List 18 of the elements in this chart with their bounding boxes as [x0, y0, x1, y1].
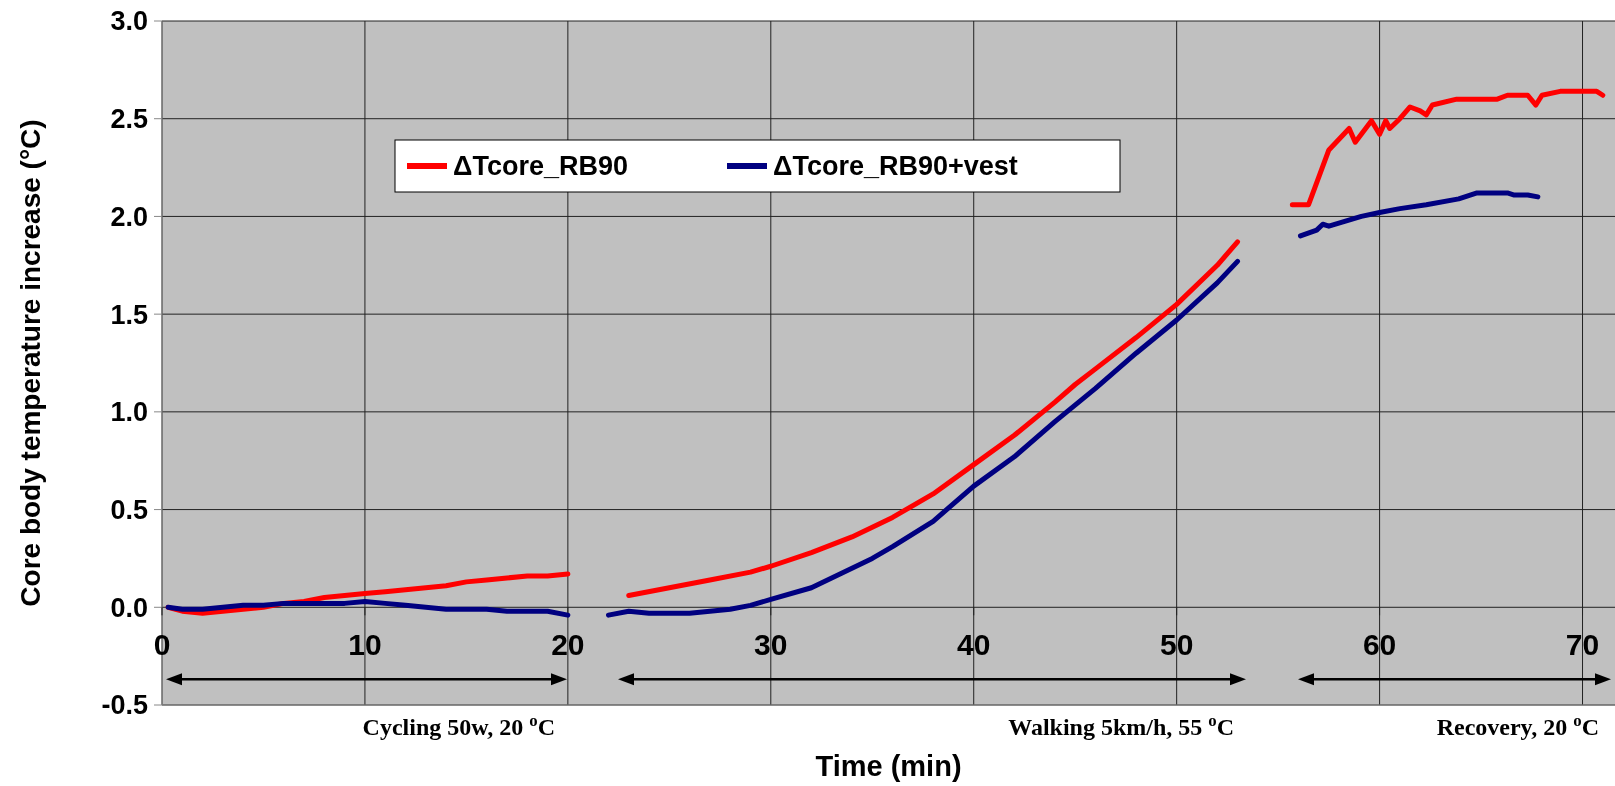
- y-tick-label: 2.0: [110, 201, 148, 232]
- y-axis-title: Core body temperature increase (°C): [15, 119, 46, 607]
- y-tick-label: 0.0: [110, 592, 148, 623]
- x-tick-label: 20: [551, 628, 585, 662]
- legend-label: ΔTcore_RB90: [453, 151, 628, 182]
- y-tick-label: 2.5: [110, 104, 148, 135]
- legend-label: ΔTcore_RB90+vest: [773, 151, 1018, 182]
- y-tick-label: -0.5: [101, 690, 148, 721]
- x-axis-title: Time (min): [815, 750, 962, 782]
- text: Recovery, 20 $^{o}$C: [1436, 710, 1599, 740]
- y-tick-label: 1.0: [110, 397, 148, 428]
- y-tick-label: 1.5: [110, 299, 148, 330]
- y-tick-label: 3.0: [110, 6, 148, 37]
- y-tick-label: 0.5: [110, 495, 148, 526]
- x-tick-label: 0: [153, 628, 171, 662]
- x-tick-label: 10: [348, 628, 382, 662]
- text: Walking 5km/h, 55 $^{o}$C: [1008, 710, 1234, 740]
- text: Cycling 50w, 20 $^{o}$C: [362, 710, 555, 740]
